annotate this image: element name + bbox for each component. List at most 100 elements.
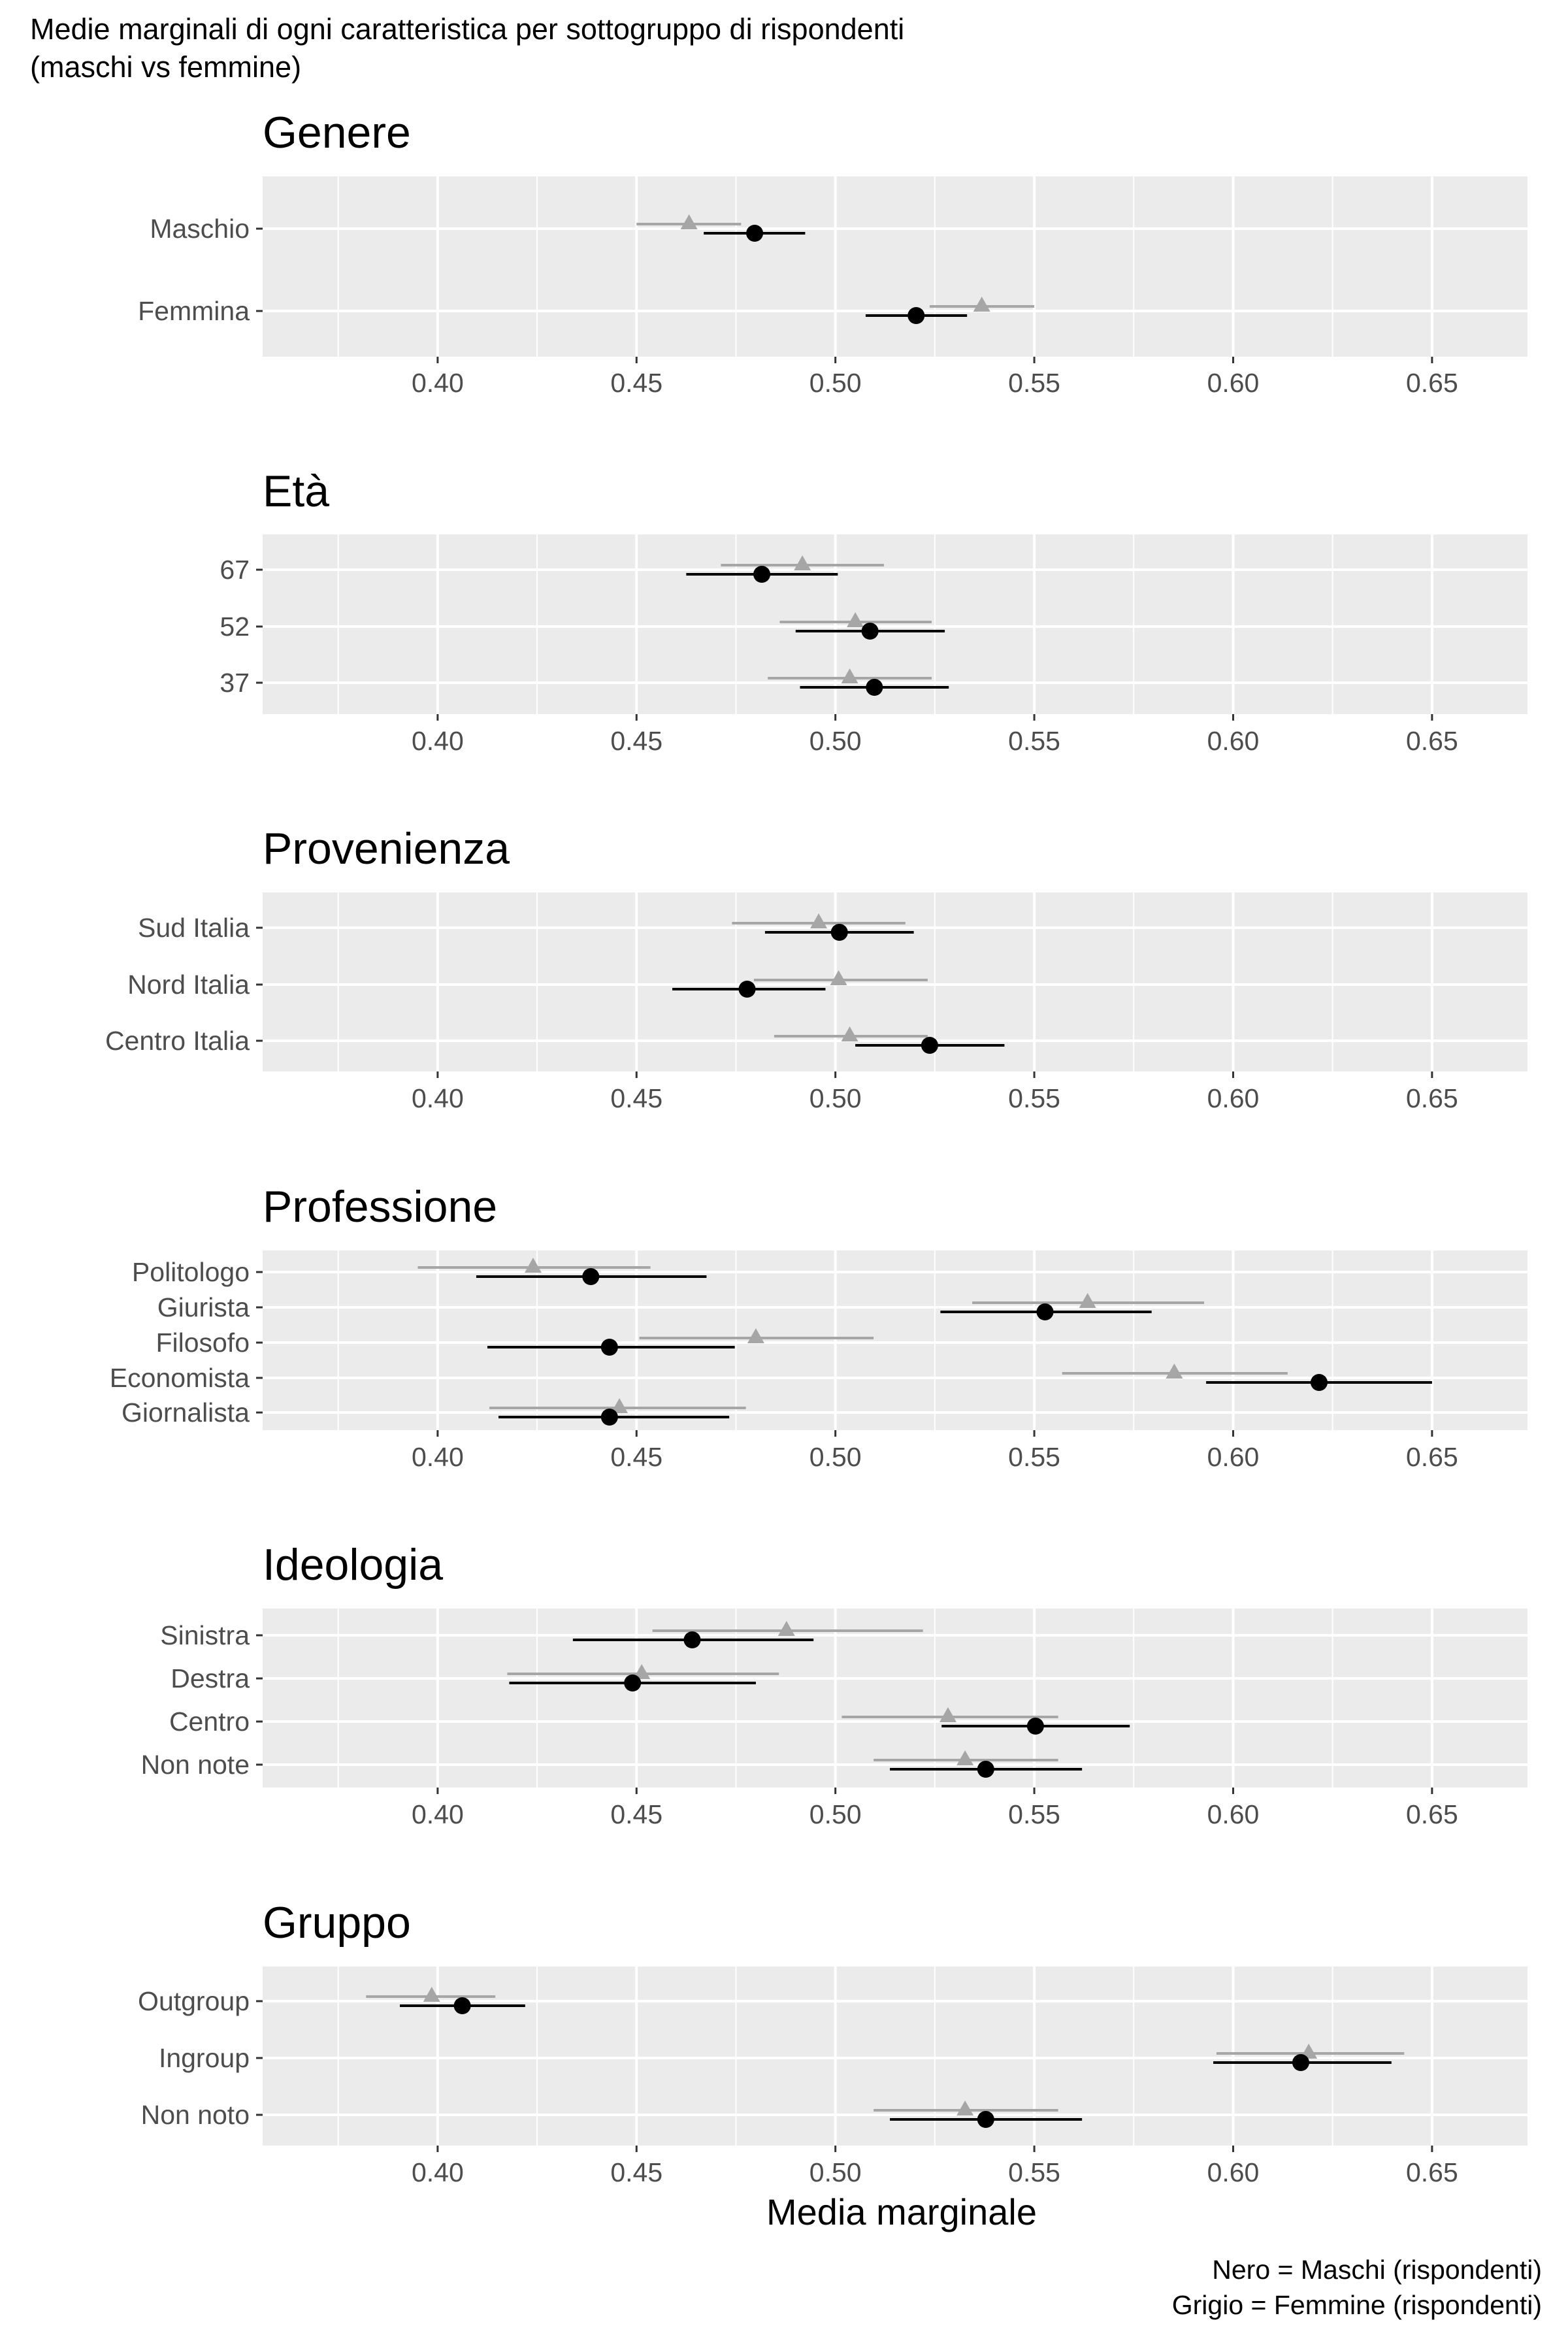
x-tick-label: 0.65 [1406,1799,1458,1829]
point-maschi-economista [1310,1374,1328,1391]
x-tick-label: 0.45 [610,1442,662,1472]
y-tick-label-centro: Centro [169,1707,250,1737]
x-tick-label: 0.60 [1207,2157,1260,2187]
x-tick-label: 0.45 [610,1083,662,1113]
point-maschi-67 [753,566,771,583]
point-maschi-giornalista [600,1409,618,1426]
x-tick-label: 0.45 [610,726,662,756]
x-tick-label: 0.50 [809,2157,862,2187]
point-femmine-sinistra [777,1621,795,1636]
x-axis-label: Media marginale [766,2191,1037,2232]
panel-background-eta [263,534,1527,714]
point-maschi-ingroup [1292,2054,1309,2071]
y-tick-label-nord-italia: Nord Italia [127,970,250,1000]
x-tick-label: 0.50 [809,368,862,398]
panel-title-provenienza: Provenienza [263,824,510,874]
y-tick-label-sud-italia: Sud Italia [138,913,250,943]
x-tick-label: 0.40 [412,726,464,756]
point-femmine-67 [794,555,811,570]
panel-professione: Professione 0.40 0.45 0.50 0.55 0.60 0.65 Polit… [110,1182,1527,1472]
x-tick-label: 0.65 [1406,726,1458,756]
x-tick-label: 0.45 [610,368,662,398]
point-femmine-giornalista [611,1398,629,1413]
x-tick-label: 0.40 [412,1799,464,1829]
point-femmine-non-note [956,1750,974,1765]
x-tick-label: 0.40 [412,2157,464,2187]
x-tick-label: 0.40 [412,368,464,398]
panel-gruppo: Gruppo 0.40 0.45 0.50 0.55 0.60 0.65 Outgroup In… [138,1898,1527,2187]
point-femmine-politologo [524,1258,542,1273]
point-maschi-filosofo [600,1339,618,1356]
point-femmine-giurista [1079,1293,1096,1308]
point-maschi-52 [861,623,879,640]
y-tick-label-giornalista: Giornalista [122,1397,250,1428]
x-tick-label: 0.50 [809,1442,862,1472]
chart-subtitle-line-2: (maschi vs femmine) [30,50,301,84]
point-maschi-giurista [1036,1303,1054,1320]
y-tick-label-economista: Economista [110,1363,250,1393]
point-femmine-filosofo [747,1328,764,1343]
x-tick-label: 0.50 [809,1799,862,1829]
x-tick-label: 0.55 [1008,1799,1060,1829]
panel-genere: Genere 0.40 0.45 0.50 0.55 0.60 0.65 Maschio Fem… [138,108,1527,398]
y-tick-label-52: 52 [220,612,250,642]
x-tick-label: 0.50 [809,1083,862,1113]
point-femmine-37 [841,668,858,683]
caption-line-2: Grigio = Femmine (rispondenti) [1172,2290,1542,2320]
point-femmine-destra [633,1664,651,1679]
x-tick-label: 0.45 [610,1799,662,1829]
x-tick-label: 0.45 [610,2157,662,2187]
point-maschi-non-noto [977,2111,994,2128]
x-tick-label: 0.60 [1207,1799,1260,1829]
y-tick-label-37: 37 [220,668,250,698]
y-tick-label-filosofo: Filosofo [155,1328,250,1358]
x-tick-label: 0.50 [809,726,862,756]
panel-eta: Età 0.40 0.45 0.50 0.55 0.60 0.65 67 52 37 [220,466,1527,756]
x-tick-label: 0.40 [412,1083,464,1113]
y-tick-label-non-note: Non note [141,1750,250,1780]
panel-title-eta: Età [263,466,329,516]
y-tick-label-destra: Destra [171,1663,250,1693]
point-maschi-centro [1026,1718,1044,1735]
x-tick-label: 0.60 [1207,1442,1260,1472]
point-femmine-non-noto [956,2100,974,2115]
x-tick-label: 0.60 [1207,1083,1260,1113]
point-maschi-37 [866,679,883,696]
y-tick-label-femmina: Femmina [138,296,250,326]
panel-title-gruppo: Gruppo [263,1898,411,1948]
x-tick-label: 0.65 [1406,368,1458,398]
panel-background-genere [263,176,1527,357]
y-tick-label-outgroup: Outgroup [138,1986,250,2016]
point-femmine-centro [939,1707,956,1722]
point-maschi-politologo [582,1268,600,1285]
point-maschi-centro-italia [921,1037,938,1054]
x-tick-label: 0.40 [412,1442,464,1472]
x-tick-label: 0.60 [1207,368,1260,398]
x-tick-label: 0.65 [1406,1083,1458,1113]
point-maschi-sinistra [683,1631,701,1648]
point-maschi-nord-italia [738,981,756,998]
point-femmine-nord-italia [830,970,847,985]
x-tick-label: 0.55 [1008,368,1060,398]
y-tick-label-giurista: Giurista [157,1292,250,1322]
x-tick-label: 0.65 [1406,1442,1458,1472]
panel-title-professione: Professione [263,1182,497,1232]
panel-title-genere: Genere [263,108,411,157]
y-tick-label-non-noto: Non noto [141,2100,250,2130]
panel-title-ideologia: Ideologia [263,1540,443,1590]
point-femmine-outgroup [423,1987,440,2002]
y-tick-label-centro-italia: Centro Italia [105,1026,250,1056]
point-femmine-52 [847,612,864,627]
point-maschi-outgroup [453,1997,471,2014]
x-tick-label: 0.55 [1008,2157,1060,2187]
y-tick-label-maschio: Maschio [150,214,250,244]
point-femmine-femmina [973,297,990,312]
point-femmine-maschio [680,214,698,229]
x-tick-label: 0.55 [1008,1442,1060,1472]
x-tick-label: 0.55 [1008,726,1060,756]
point-maschi-femmina [907,307,925,324]
panel-ideologia: Ideologia 0.40 0.45 0.50 0.55 0.60 0.65 Sinistr… [141,1540,1527,1829]
point-maschi-maschio [746,225,764,242]
